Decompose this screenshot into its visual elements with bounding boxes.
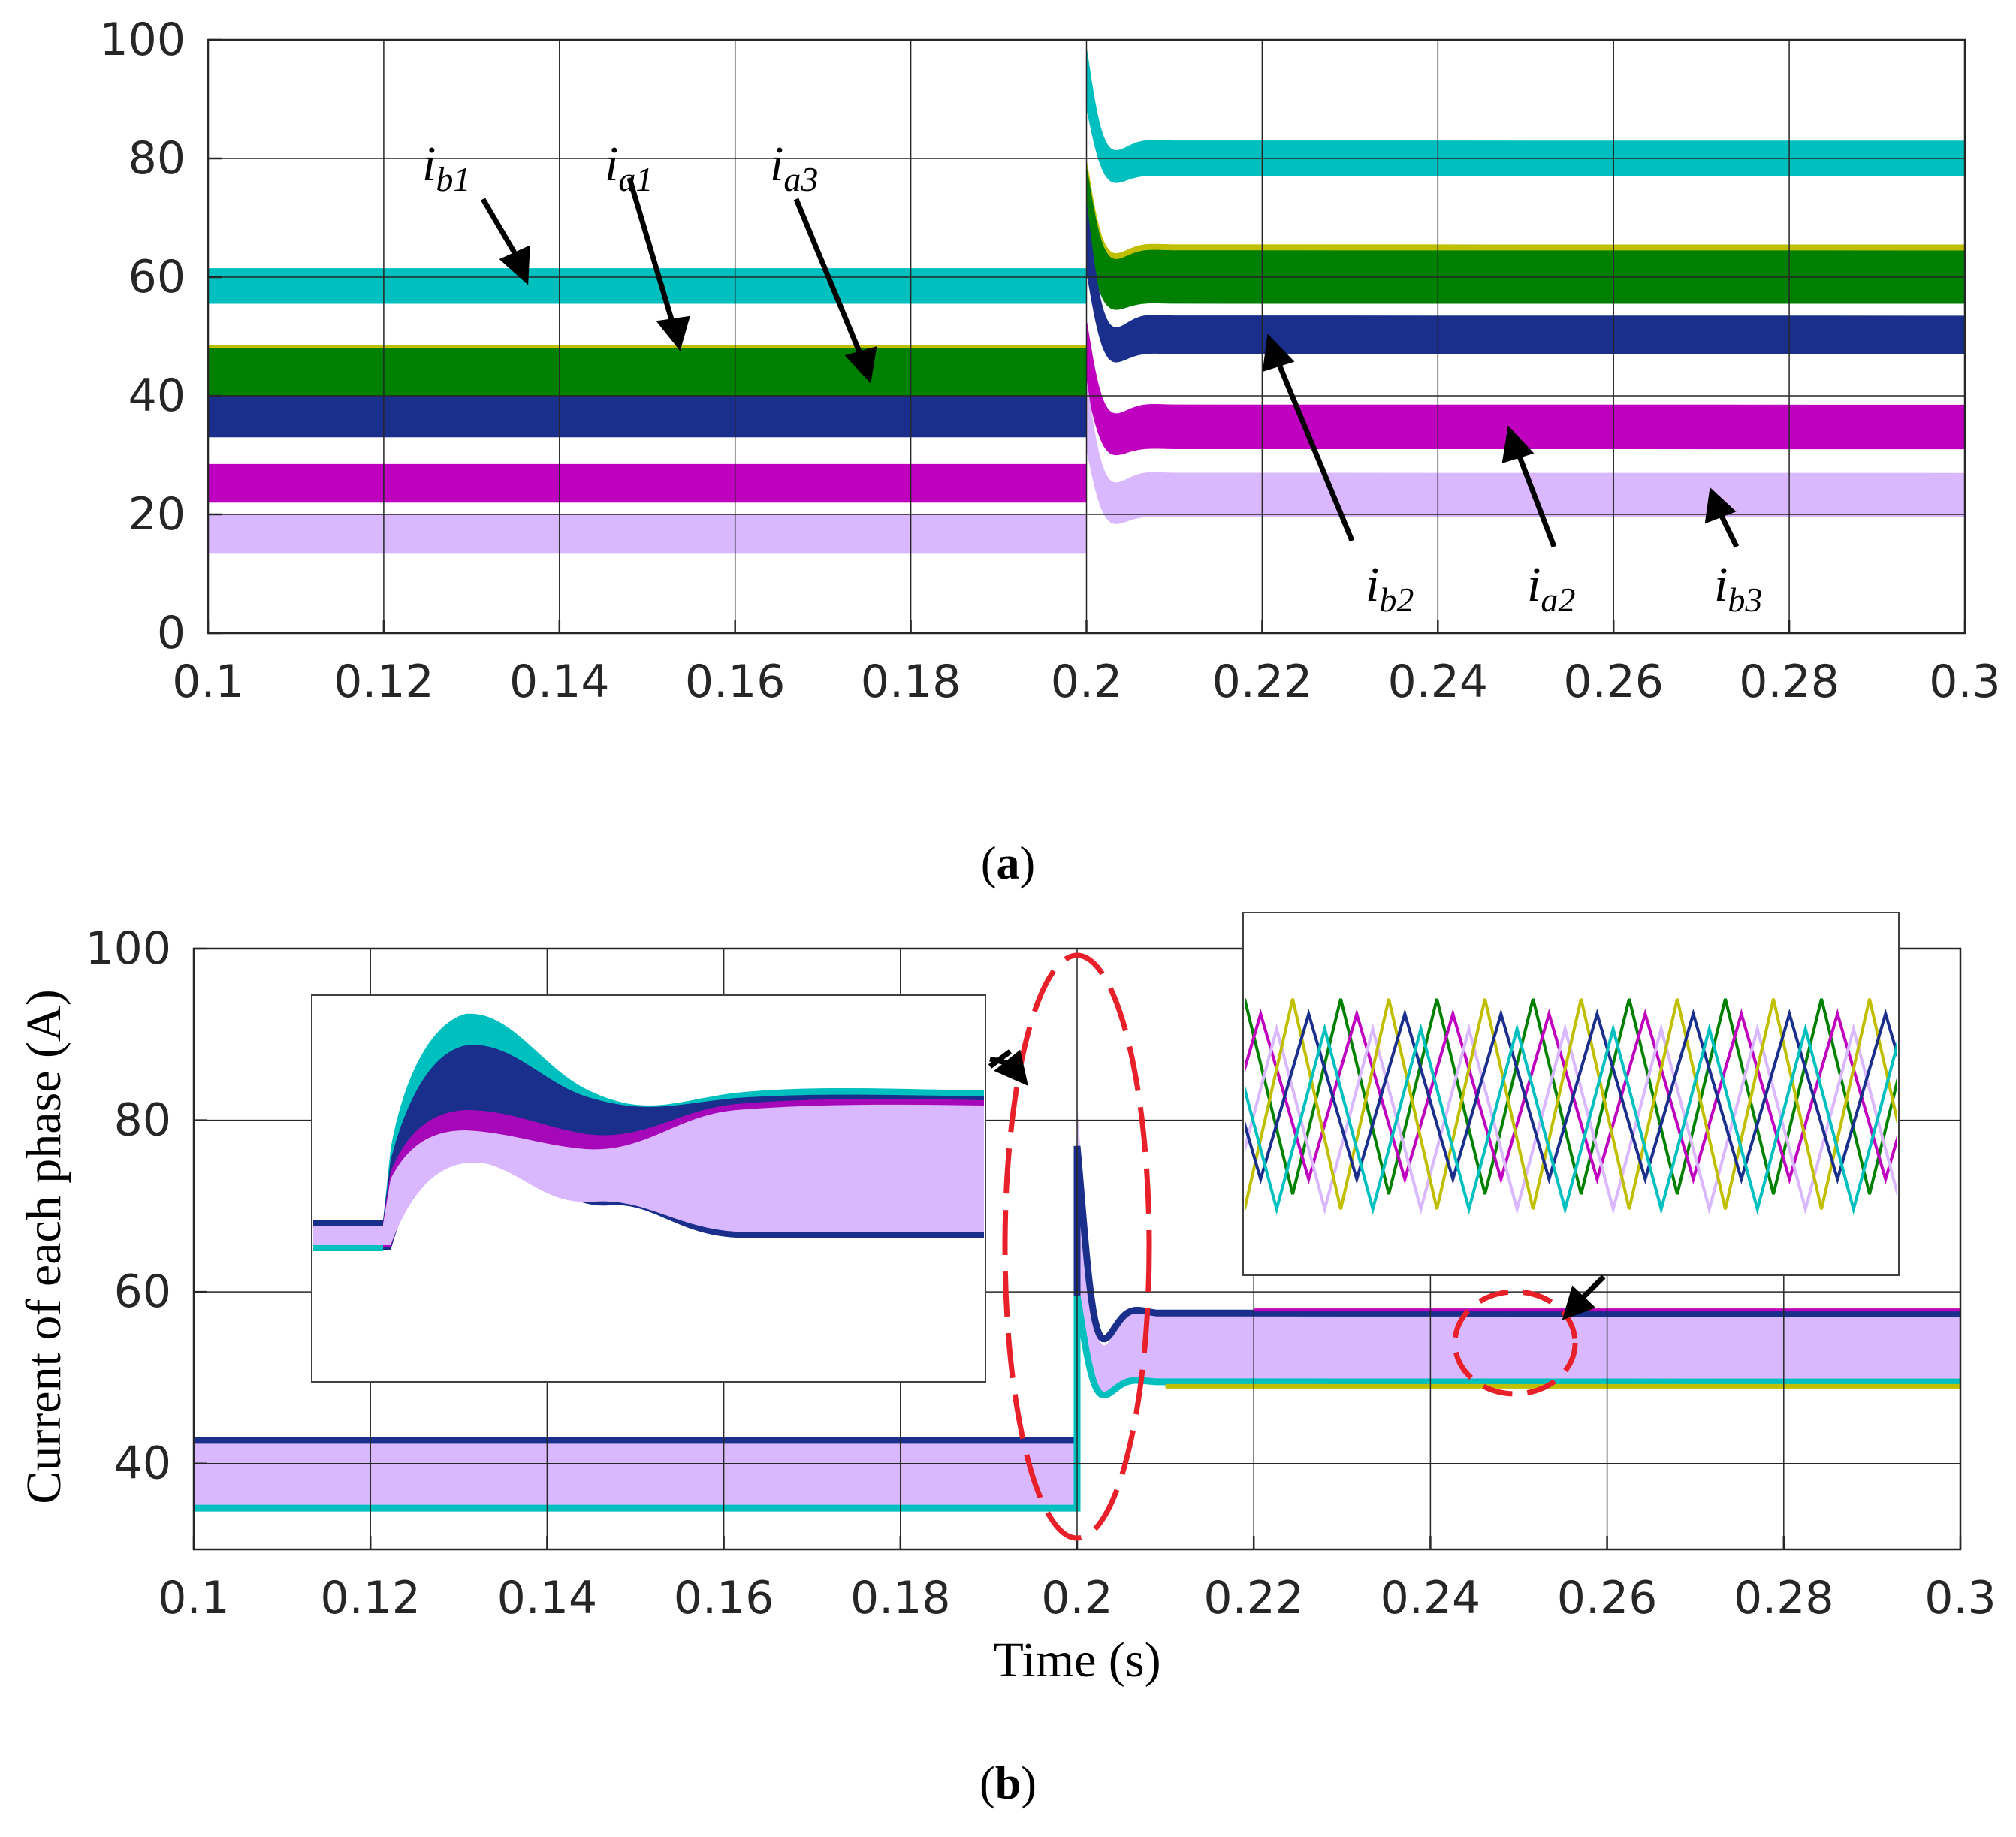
arrow-ia2 — [1514, 449, 1557, 548]
arrow-ib1-head — [499, 245, 530, 285]
inset-transient-top-edge — [313, 1220, 383, 1226]
label-ia3: ia3 — [770, 137, 818, 198]
arrow-ib2 — [1274, 357, 1355, 542]
panel-b-x-ticks: 0.1 0.12 0.14 0.16 0.18 0.2 0.22 0.24 0.26 0.28 0.… — [158, 1536, 1996, 1624]
arrow-ib3-head — [1704, 487, 1737, 524]
panel-b-xtick-label: 0.14 — [497, 1572, 598, 1624]
x-axis-label: Time (s) — [993, 1633, 1160, 1688]
panel-a-chart: 0.1 0.12 0.14 0.16 0.18 0.2 0.22 0.24 0.26 0.28 0.… — [99, 14, 2000, 708]
panel-a-xtick-label: 0.3 — [1929, 656, 2000, 708]
tri-wave-2 — [1245, 1023, 1897, 1215]
label-ib2: ib2 — [1366, 557, 1414, 619]
panel-a-xtick-label: 0.16 — [685, 656, 786, 708]
tri-wave-0 — [1245, 998, 1897, 1195]
caption-a: (a) — [981, 838, 1035, 889]
panel-a-xtick-label: 0.14 — [509, 656, 610, 708]
panel-a-xtick-label: 0.26 — [1563, 656, 1664, 708]
caption-b: (b) — [979, 1758, 1037, 1809]
arrow-ia1-head — [656, 315, 690, 351]
band-ib3 — [208, 378, 1965, 554]
edge-bottom-cyan — [194, 1296, 1961, 1512]
panel-a-ytick-label: 100 — [99, 14, 186, 66]
panel-b-ytick-label: 80 — [114, 1094, 171, 1147]
edge-top-navy — [194, 1145, 1961, 1444]
arrow-ia3 — [793, 198, 865, 360]
panel-a-arrows — [480, 177, 1740, 548]
panel-a-xtick-label: 0.22 — [1212, 656, 1313, 708]
inset-waveforms — [1242, 912, 1900, 1276]
panel-a-ytick-label: 40 — [128, 370, 186, 422]
arrow-ia3-head — [844, 346, 877, 384]
panel-b-xtick-label: 0.22 — [1203, 1572, 1304, 1624]
tri-wave-3 — [1245, 998, 1897, 1210]
panel-a-xtick-label: 0.18 — [861, 656, 961, 708]
panel-a-grid — [208, 40, 1965, 633]
panel-b-xtick-label: 0.12 — [320, 1572, 421, 1624]
panel-b-xtick-label: 0.28 — [1734, 1572, 1834, 1624]
arrow-ia1 — [626, 177, 676, 325]
panel-b-ytick-label: 100 — [85, 922, 171, 975]
panel-a-ytick-label: 60 — [128, 251, 186, 303]
arrow-ib3 — [1717, 511, 1740, 548]
panel-b-xtick-label: 0.24 — [1381, 1572, 1481, 1624]
panel-a-xtick-label: 0.24 — [1388, 656, 1489, 708]
label-ia2: ia2 — [1527, 557, 1575, 619]
panel-b-ytick-label: 40 — [114, 1437, 171, 1490]
panel-a-xtick-label: 0.2 — [1051, 656, 1122, 708]
inset-transient-bottom-edge — [313, 1245, 383, 1251]
panel-b-ytick-label: 60 — [114, 1265, 171, 1318]
panel-a-xtick-label: 0.12 — [333, 656, 434, 708]
arrow-ib2-head — [1262, 333, 1295, 372]
panel-a-ytick-label: 0 — [157, 607, 186, 659]
inset-waveforms-lines — [1245, 998, 1897, 1215]
panel-b-chart: 0.1 0.12 0.14 0.16 0.18 0.2 0.22 0.24 0.26 0.28 0.… — [17, 912, 1996, 1688]
panel-b-xtick-label: 0.16 — [674, 1572, 774, 1624]
panel-b-xtick-label: 0.2 — [1041, 1572, 1112, 1624]
panel-b-xtick-label: 0.18 — [850, 1572, 951, 1624]
arrow-inset2 — [1579, 1274, 1606, 1302]
panel-a-ytick-label: 20 — [128, 488, 186, 541]
y-axis-label: Current of each phase (A) — [17, 989, 71, 1504]
label-ib3: ib3 — [1714, 557, 1762, 619]
panel-a-y-ticks: 0 20 40 60 80 100 — [99, 14, 222, 659]
panel-b-xtick-label: 0.26 — [1557, 1572, 1658, 1624]
label-ib1: ib1 — [422, 137, 470, 198]
panel-b-xtick-label: 0.3 — [1924, 1572, 1996, 1624]
ellipse-steady — [1452, 1289, 1578, 1397]
inset-transient — [311, 994, 986, 1383]
label-ia1: ia1 — [605, 137, 653, 198]
arrow-inset2-head — [1562, 1285, 1596, 1320]
panel-a-xtick-label: 0.28 — [1739, 656, 1839, 708]
panel-b-arrows — [988, 1049, 1606, 1320]
panel-a-x-ticks: 0.1 0.12 0.14 0.16 0.18 0.2 0.22 0.24 0.26 0.28 0.… — [172, 620, 2001, 708]
panel-a-xtick-label: 0.1 — [172, 656, 243, 708]
tri-wave-4 — [1245, 1008, 1897, 1185]
arrow-inset1-head — [994, 1049, 1028, 1086]
tri-wave-5 — [1245, 1023, 1897, 1215]
panel-b-xtick-label: 0.1 — [158, 1572, 229, 1624]
arrow-ib1 — [480, 198, 521, 261]
panel-b-y-ticks: 40 60 80 100 — [85, 922, 207, 1490]
ellipse-transient — [1002, 952, 1152, 1541]
panel-a-ytick-label: 80 — [128, 132, 186, 185]
inset-transient-lavender — [313, 1104, 984, 1245]
arrow-ia2-head — [1501, 425, 1535, 464]
